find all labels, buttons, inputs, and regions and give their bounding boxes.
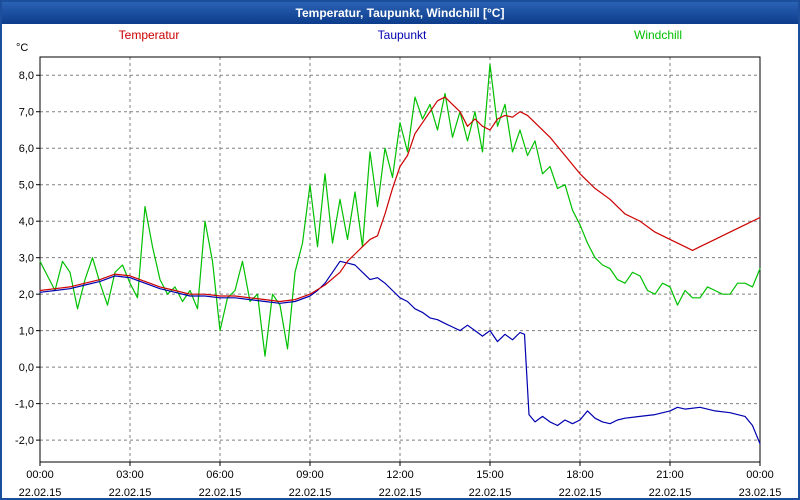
legend-windchill: Windchill (633, 28, 683, 42)
title-bar[interactable]: Temperatur, Taupunkt, Windchill [°C] (2, 2, 798, 24)
x-date-label: 22.02.15 (469, 487, 512, 499)
x-tick-label: 00:00 (746, 469, 774, 481)
y-tick-label: 2,0 (19, 289, 34, 301)
x-date-label: 22.02.15 (19, 487, 62, 499)
y-tick-label: 7,0 (19, 107, 34, 119)
legend-taupunkt: Taupunkt (377, 28, 427, 42)
x-date-label: 22.02.15 (199, 487, 242, 499)
y-tick-label: 4,0 (19, 216, 34, 228)
x-date-label: 22.02.15 (649, 487, 692, 499)
x-date-label: 23.02.15 (739, 487, 782, 499)
x-date-label: 22.02.15 (289, 487, 332, 499)
chart-plot-area: -2,0 -1,0 0,0 1,0 2,0 3,0 4,0 5,0 6,0 7,0 8,0 °C 00:… (15, 42, 782, 499)
x-date-label: 22.02.15 (559, 487, 602, 499)
y-tick-label: 8,0 (19, 70, 34, 82)
y-tick-label: 1,0 (19, 326, 34, 338)
x-tick-label: 09:00 (296, 469, 324, 481)
y-tick-label: 6,0 (19, 143, 34, 155)
series-line-temperatur (39, 96, 761, 303)
x-tick-label: 18:00 (566, 469, 594, 481)
series-line-windchill (39, 63, 761, 357)
y-tick-label: 3,0 (19, 253, 34, 265)
x-tick-label: 00:00 (26, 469, 54, 481)
x-tick-label: 15:00 (476, 469, 504, 481)
series-line-taupunkt (39, 260, 761, 445)
x-tick-label: 21:00 (656, 469, 684, 481)
y-axis-unit-label: °C (16, 42, 28, 54)
y-tick-label: -2,0 (15, 435, 34, 447)
legend-temperatur: Temperatur (118, 28, 180, 42)
window-title: Temperatur, Taupunkt, Windchill [°C] (295, 6, 505, 20)
x-tick-label: 06:00 (206, 469, 234, 481)
y-tick-label: 5,0 (19, 180, 34, 192)
y-tick-label: -1,0 (15, 399, 34, 411)
y-tick-label: 0,0 (19, 362, 34, 374)
x-date-label: 22.02.15 (109, 487, 152, 499)
x-date-label: 22.02.15 (379, 487, 422, 499)
x-tick-label: 12:00 (386, 469, 414, 481)
x-tick-label: 03:00 (116, 469, 144, 481)
